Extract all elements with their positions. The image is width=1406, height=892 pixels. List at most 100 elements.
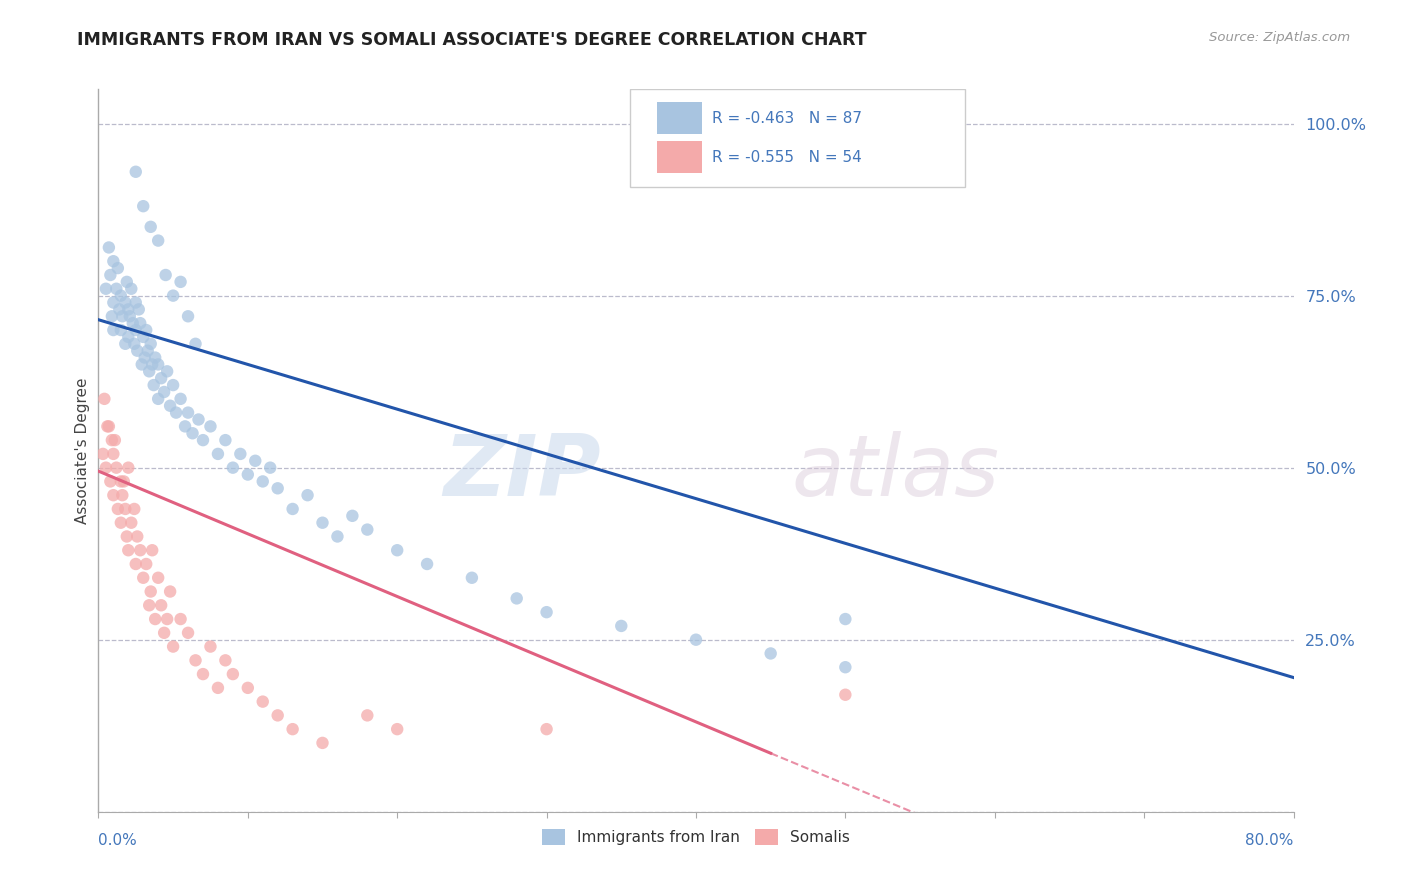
Point [98,475,122,489]
Point [111,310,134,324]
Point [97,419,120,434]
Point [112,475,135,489]
Point [162,378,184,392]
Point [191,433,214,447]
Point [759,647,782,661]
Point [125,295,148,310]
Point [117,460,139,475]
Point [141,543,163,558]
Y-axis label: Associate's Degree: Associate's Degree [75,377,90,524]
Point [143,612,166,626]
Point [105,460,128,475]
Point [165,406,187,420]
Point [267,708,290,723]
Point [96,419,118,434]
Point [136,343,159,358]
Point [114,295,136,310]
Point [118,310,141,324]
Point [143,351,166,365]
Point [108,302,131,317]
Point [416,557,439,571]
Text: IMMIGRANTS FROM IRAN VS SOMALI ASSOCIATE'S DEGREE CORRELATION CHART: IMMIGRANTS FROM IRAN VS SOMALI ASSOCIATE… [77,31,868,49]
Point [281,722,304,736]
Legend: Immigrants from Iran, Somalis: Immigrants from Iran, Somalis [536,822,856,851]
Text: 0.0%: 0.0% [98,833,138,848]
Point [169,392,191,406]
Text: atlas: atlas [792,431,1000,514]
Point [110,288,132,302]
Point [129,316,152,330]
Point [97,240,120,254]
Point [115,275,138,289]
Point [124,336,146,351]
Point [94,460,117,475]
Point [117,302,139,317]
Point [506,591,529,606]
Point [134,351,156,365]
Point [107,261,129,276]
Point [135,557,157,571]
Point [252,695,274,709]
Point [101,433,124,447]
Point [222,460,245,475]
Point [111,488,134,502]
Point [311,516,333,530]
Bar [657,103,702,134]
Point [107,502,129,516]
Text: R = -0.555   N = 54: R = -0.555 N = 54 [711,150,862,165]
Point [110,323,132,337]
Point [156,364,179,378]
Point [326,529,349,543]
Point [169,612,191,626]
Point [142,378,165,392]
Point [129,543,152,558]
Point [148,571,170,585]
Point [229,447,252,461]
Point [356,523,378,537]
Point [207,681,229,695]
Point [259,460,281,475]
Point [114,502,136,516]
Text: ZIP: ZIP [443,431,600,514]
Point [200,419,222,434]
Point [385,722,409,736]
Point [207,447,229,461]
Point [214,433,236,447]
Point [159,584,181,599]
Point [104,433,127,447]
Point [150,599,173,613]
Point [127,529,149,543]
Point [139,584,162,599]
Point [236,467,259,482]
Point [138,364,160,378]
Point [115,529,138,543]
Point [148,392,170,406]
Point [536,722,558,736]
Point [120,516,142,530]
Point [214,653,236,667]
Point [162,640,184,654]
Point [121,316,143,330]
FancyBboxPatch shape [630,89,965,186]
Point [138,599,160,613]
Point [342,508,364,523]
Point [132,571,155,585]
Point [356,708,378,723]
Point [110,516,132,530]
Point [267,481,290,495]
Point [110,475,132,489]
Point [98,268,122,282]
Point [141,358,163,372]
Point [117,330,139,344]
Point [159,399,181,413]
Point [105,282,128,296]
Point [191,667,214,681]
Point [125,165,148,179]
Point [103,254,125,268]
Point [101,310,124,324]
Point [177,625,200,640]
Point [153,384,176,399]
Point [131,358,153,372]
Point [155,268,177,282]
Point [311,736,333,750]
